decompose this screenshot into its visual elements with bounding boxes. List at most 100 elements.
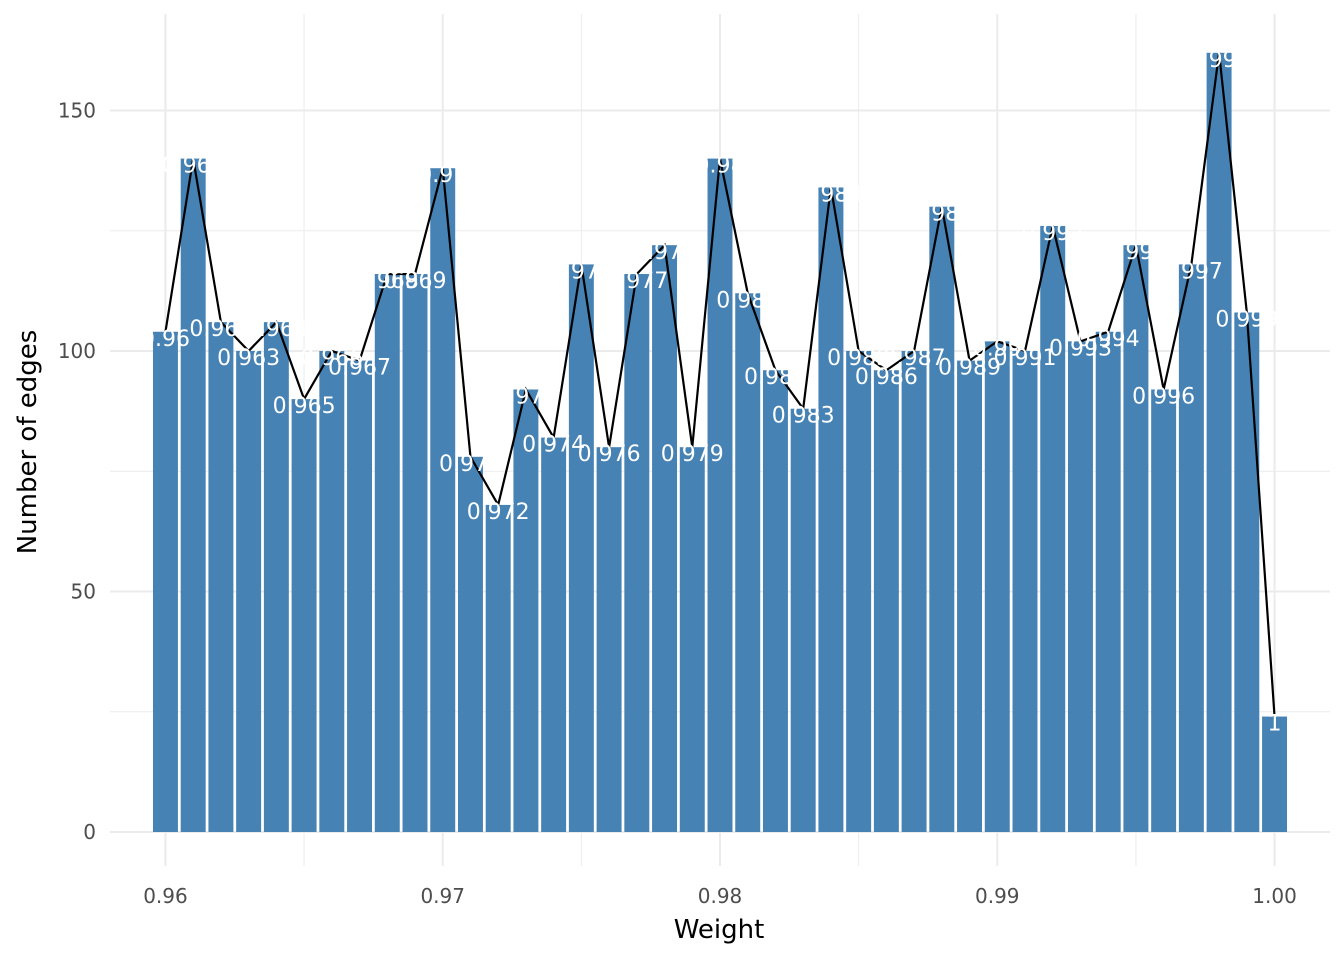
bar	[1206, 52, 1232, 832]
bar-value-label: 0.987	[883, 346, 946, 371]
bar	[1262, 716, 1288, 832]
bar	[652, 245, 678, 832]
bar	[1178, 264, 1204, 832]
bar-value-label: 0.993	[1049, 336, 1112, 361]
bar-value-label: 0.983	[772, 404, 835, 429]
bar-value-label: 0.999	[1215, 308, 1278, 333]
bar-value-label: 0.988	[910, 202, 973, 227]
bar	[707, 158, 733, 833]
bar-value-label: 0.991	[994, 346, 1057, 371]
bar-value-label: 0.964	[245, 317, 308, 342]
bar-value-label: 0.99	[973, 336, 1022, 361]
x-tick-label: 0.98	[698, 884, 743, 908]
bar	[818, 187, 844, 832]
trend-line-group	[164, 52, 1276, 717]
bar	[929, 206, 955, 832]
y-axis-title: Number of edges	[13, 330, 43, 555]
bar-value-label: 0.967	[328, 356, 391, 381]
bar	[263, 322, 289, 832]
bar	[513, 389, 539, 832]
x-tick-label: 0.99	[975, 884, 1020, 908]
bar-value-label: 0.977	[605, 269, 668, 294]
bar	[319, 351, 345, 832]
bar	[152, 331, 178, 832]
bar-value-label: 0.992	[1021, 221, 1084, 246]
bar-value-label: 0.984	[799, 182, 862, 207]
bar-value-label: 0.975	[550, 259, 613, 284]
bar-value-label: 0.973	[494, 384, 557, 409]
bar-value-label: 0.986	[855, 365, 918, 390]
bar	[430, 168, 456, 833]
x-tick-label: 0.97	[420, 884, 465, 908]
bar	[402, 274, 428, 832]
bar	[790, 408, 816, 832]
bar-value-label: 1	[1268, 712, 1282, 737]
bar	[1123, 245, 1149, 832]
bar-value-label: 0.98	[696, 154, 745, 179]
bar	[735, 293, 761, 832]
bar	[1012, 351, 1038, 832]
bar-value-label: 0.996	[1132, 384, 1195, 409]
bar	[347, 360, 373, 832]
bar	[1151, 389, 1177, 832]
bar-value-label: 0.962	[189, 317, 252, 342]
y-tick-label: 0	[83, 820, 96, 844]
bar	[1040, 225, 1066, 832]
bar	[374, 274, 400, 832]
bar-value-label: 0.974	[522, 433, 585, 458]
bars-group	[152, 52, 1288, 833]
x-axis-tick-labels: 0.96 0.97 0.98 0.99 1.00	[143, 884, 1297, 908]
bar	[624, 274, 650, 832]
bar	[679, 447, 705, 832]
x-tick-label: 0.96	[143, 884, 188, 908]
bar-value-label: 0.989	[938, 356, 1001, 381]
x-tick-label: 1.00	[1252, 884, 1297, 908]
bar	[1067, 341, 1093, 832]
bar-value-label: 0.972	[467, 500, 530, 525]
bar-value-label: 0.97	[418, 163, 467, 188]
y-axis-tick-labels: 0 50 100 150	[58, 99, 96, 845]
bar-value-label: 0.995	[1104, 240, 1167, 265]
bar-value-label: 0.978	[633, 240, 696, 265]
y-tick-label: 50	[71, 580, 96, 604]
bar	[762, 370, 788, 832]
bar-value-label: 0.968	[356, 269, 419, 294]
bar	[1234, 312, 1260, 832]
bar-value-label: 0.966	[300, 346, 363, 371]
bar-value-label: 0.979	[661, 442, 724, 467]
bar	[291, 399, 317, 832]
bar-value-label: 0.976	[578, 442, 641, 467]
bar-value-label: 0.998	[1188, 48, 1251, 73]
bar	[180, 158, 206, 833]
bar	[1095, 331, 1121, 832]
bar	[846, 351, 872, 832]
bar-value-label: 0.971	[439, 452, 502, 477]
bar	[873, 370, 899, 832]
bar-value-label: 0.982	[744, 365, 807, 390]
bar	[957, 360, 983, 832]
trend-line	[164, 52, 1276, 717]
bar	[541, 437, 567, 832]
bar	[457, 456, 483, 832]
y-tick-label: 100	[58, 339, 96, 363]
x-axis-title: Weight	[674, 915, 765, 945]
bar-value-label: 0.965	[273, 394, 336, 419]
bar	[208, 322, 234, 832]
bar-value-label: 0.981	[716, 288, 779, 313]
bar-value-label: 0.997	[1160, 259, 1223, 284]
bar	[596, 447, 622, 832]
bar	[485, 504, 511, 832]
bar-value-label: 0.963	[217, 346, 280, 371]
bar-value-label: 0.985	[827, 346, 890, 371]
bar	[568, 264, 594, 832]
bar-value-label: 0.96	[141, 327, 190, 352]
bar	[236, 351, 262, 832]
bar	[984, 341, 1010, 832]
bar-value-label: 0.961	[162, 154, 225, 179]
bar-value-label: 0.969	[384, 269, 447, 294]
bar-value-label: 0.994	[1077, 327, 1140, 352]
bar	[901, 351, 927, 832]
y-tick-label: 150	[58, 99, 96, 123]
